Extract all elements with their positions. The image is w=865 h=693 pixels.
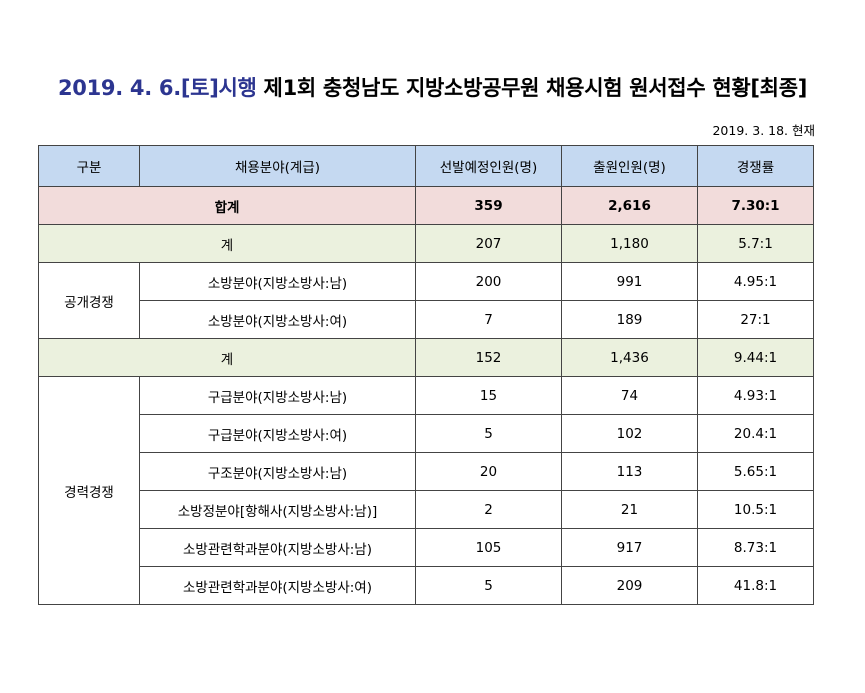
- table-row: 구급분야(지방소방사:여) 5 102 20.4:1: [39, 414, 814, 453]
- table-row: 소방분야(지방소방사:여) 7 189 27:1: [39, 300, 814, 339]
- header-applicants: 출원인원(명): [561, 145, 698, 187]
- planned-cell: 5: [415, 566, 562, 605]
- field-cell: 구급분야(지방소방사:남): [139, 376, 416, 415]
- applicants-cell: 113: [561, 452, 698, 491]
- field-cell: 소방정분야[항해사(지방소방사:남)]: [139, 490, 416, 529]
- applicants-cell: 21: [561, 490, 698, 529]
- career-subtotal-ratio: 9.44:1: [697, 338, 814, 377]
- planned-cell: 20: [415, 452, 562, 491]
- total-label: 합계: [38, 186, 416, 225]
- total-ratio: 7.30:1: [697, 186, 814, 225]
- ratio-cell: 5.65:1: [697, 452, 814, 491]
- table-row: 소방관련학과분야(지방소방사:남) 105 917 8.73:1: [39, 528, 814, 567]
- career-subtotal-row: 계 152 1,436 9.44:1: [38, 338, 814, 377]
- applicants-cell: 102: [561, 414, 698, 453]
- planned-cell: 7: [415, 300, 562, 339]
- page-title: 2019. 4. 6.[토]시행 제1회 충청남도 지방소방공무원 채용시험 원…: [0, 72, 865, 102]
- ratio-cell: 4.93:1: [697, 376, 814, 415]
- ratio-cell: 4.95:1: [697, 262, 814, 301]
- exam-date-label: 2019. 4. 6.[토]시행: [57, 76, 257, 100]
- career-subtotal-applicants: 1,436: [561, 338, 698, 377]
- field-cell: 구급분야(지방소방사:여): [139, 414, 416, 453]
- field-cell: 구조분야(지방소방사:남): [139, 452, 416, 491]
- field-cell: 소방분야(지방소방사:여): [139, 300, 416, 339]
- career-subtotal-label: 계: [38, 338, 416, 377]
- ratio-cell: 27:1: [697, 300, 814, 339]
- ratio-cell: 8.73:1: [697, 528, 814, 567]
- header-planned: 선발예정인원(명): [415, 145, 562, 187]
- applicants-cell: 917: [561, 528, 698, 567]
- table-row: 경력경쟁 구급분야(지방소방사:남) 15 74 4.93:1: [38, 376, 814, 605]
- applicants-cell: 189: [561, 300, 698, 339]
- total-row: 합계 359 2,616 7.30:1: [38, 186, 814, 225]
- table-row: 공개경쟁 소방분야(지방소방사:남) 200 991 4.95:1: [38, 262, 814, 339]
- planned-cell: 2: [415, 490, 562, 529]
- applicants-cell: 209: [561, 566, 698, 605]
- header-category: 구분: [38, 145, 140, 187]
- header-row: 구분 채용분야(계급) 선발예정인원(명) 출원인원(명) 경쟁률: [38, 145, 814, 187]
- header-field: 채용분야(계급): [139, 145, 416, 187]
- as-of-date: 2019. 3. 18. 현재: [712, 123, 815, 138]
- planned-cell: 200: [415, 262, 562, 301]
- field-cell: 소방관련학과분야(지방소방사:여): [139, 566, 416, 605]
- open-subtotal-label: 계: [38, 224, 416, 263]
- total-planned: 359: [415, 186, 562, 225]
- total-applicants: 2,616: [561, 186, 698, 225]
- career-group-label: 경력경쟁: [38, 376, 140, 605]
- ratio-cell: 10.5:1: [697, 490, 814, 529]
- title-main: 제1회 충청남도 지방소방공무원 채용시험 원서접수 현황[최종]: [256, 76, 808, 100]
- application-status-table: 구분 채용분야(계급) 선발예정인원(명) 출원인원(명) 경쟁률 합계 359…: [38, 145, 814, 605]
- field-cell: 소방분야(지방소방사:남): [139, 262, 416, 301]
- open-subtotal-row: 계 207 1,180 5.7:1: [38, 224, 814, 263]
- table-row: 소방관련학과분야(지방소방사:여) 5 209 41.8:1: [39, 566, 814, 605]
- ratio-cell: 20.4:1: [697, 414, 814, 453]
- open-subtotal-applicants: 1,180: [561, 224, 698, 263]
- planned-cell: 15: [415, 376, 562, 415]
- header-ratio: 경쟁률: [697, 145, 814, 187]
- open-group-label: 공개경쟁: [38, 262, 140, 339]
- career-subtotal-planned: 152: [415, 338, 562, 377]
- field-cell: 소방관련학과분야(지방소방사:남): [139, 528, 416, 567]
- ratio-cell: 41.8:1: [697, 566, 814, 605]
- table-row: 구조분야(지방소방사:남) 20 113 5.65:1: [39, 452, 814, 491]
- planned-cell: 105: [415, 528, 562, 567]
- planned-cell: 5: [415, 414, 562, 453]
- applicants-cell: 74: [561, 376, 698, 415]
- open-subtotal-ratio: 5.7:1: [697, 224, 814, 263]
- applicants-cell: 991: [561, 262, 698, 301]
- open-subtotal-planned: 207: [415, 224, 562, 263]
- table-row: 소방정분야[항해사(지방소방사:남)] 2 21 10.5:1: [39, 490, 814, 529]
